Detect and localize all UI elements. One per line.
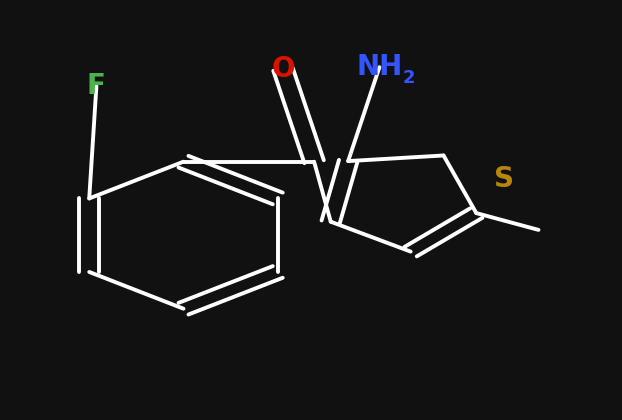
Text: S: S xyxy=(494,165,514,192)
Text: F: F xyxy=(87,72,106,100)
Text: O: O xyxy=(271,55,295,83)
Text: NH: NH xyxy=(356,53,402,81)
Text: 2: 2 xyxy=(403,69,415,87)
